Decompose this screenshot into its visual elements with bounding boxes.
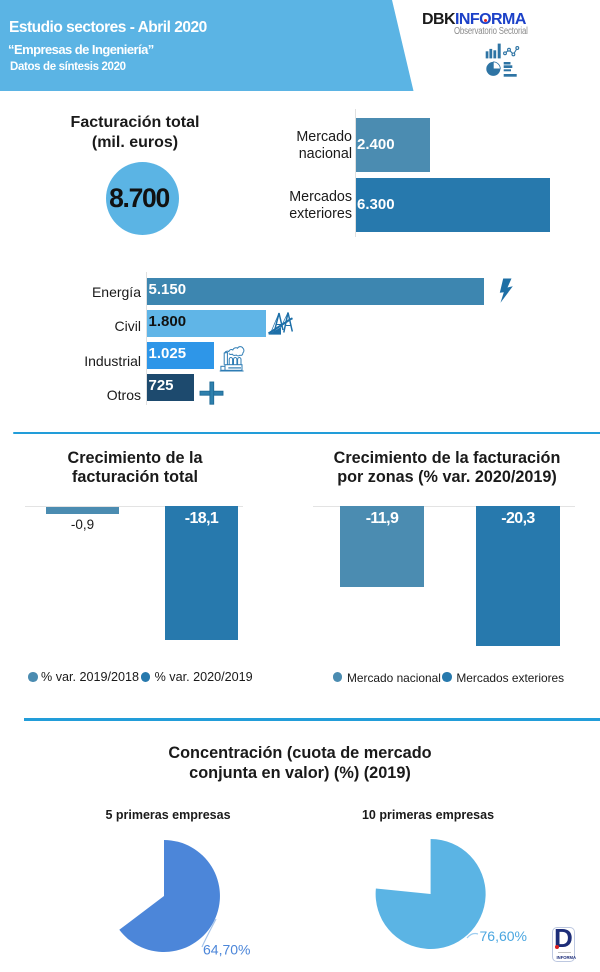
svg-text:64,70%: 64,70% [203, 942, 250, 958]
svg-text:76,60%: 76,60% [480, 928, 527, 944]
